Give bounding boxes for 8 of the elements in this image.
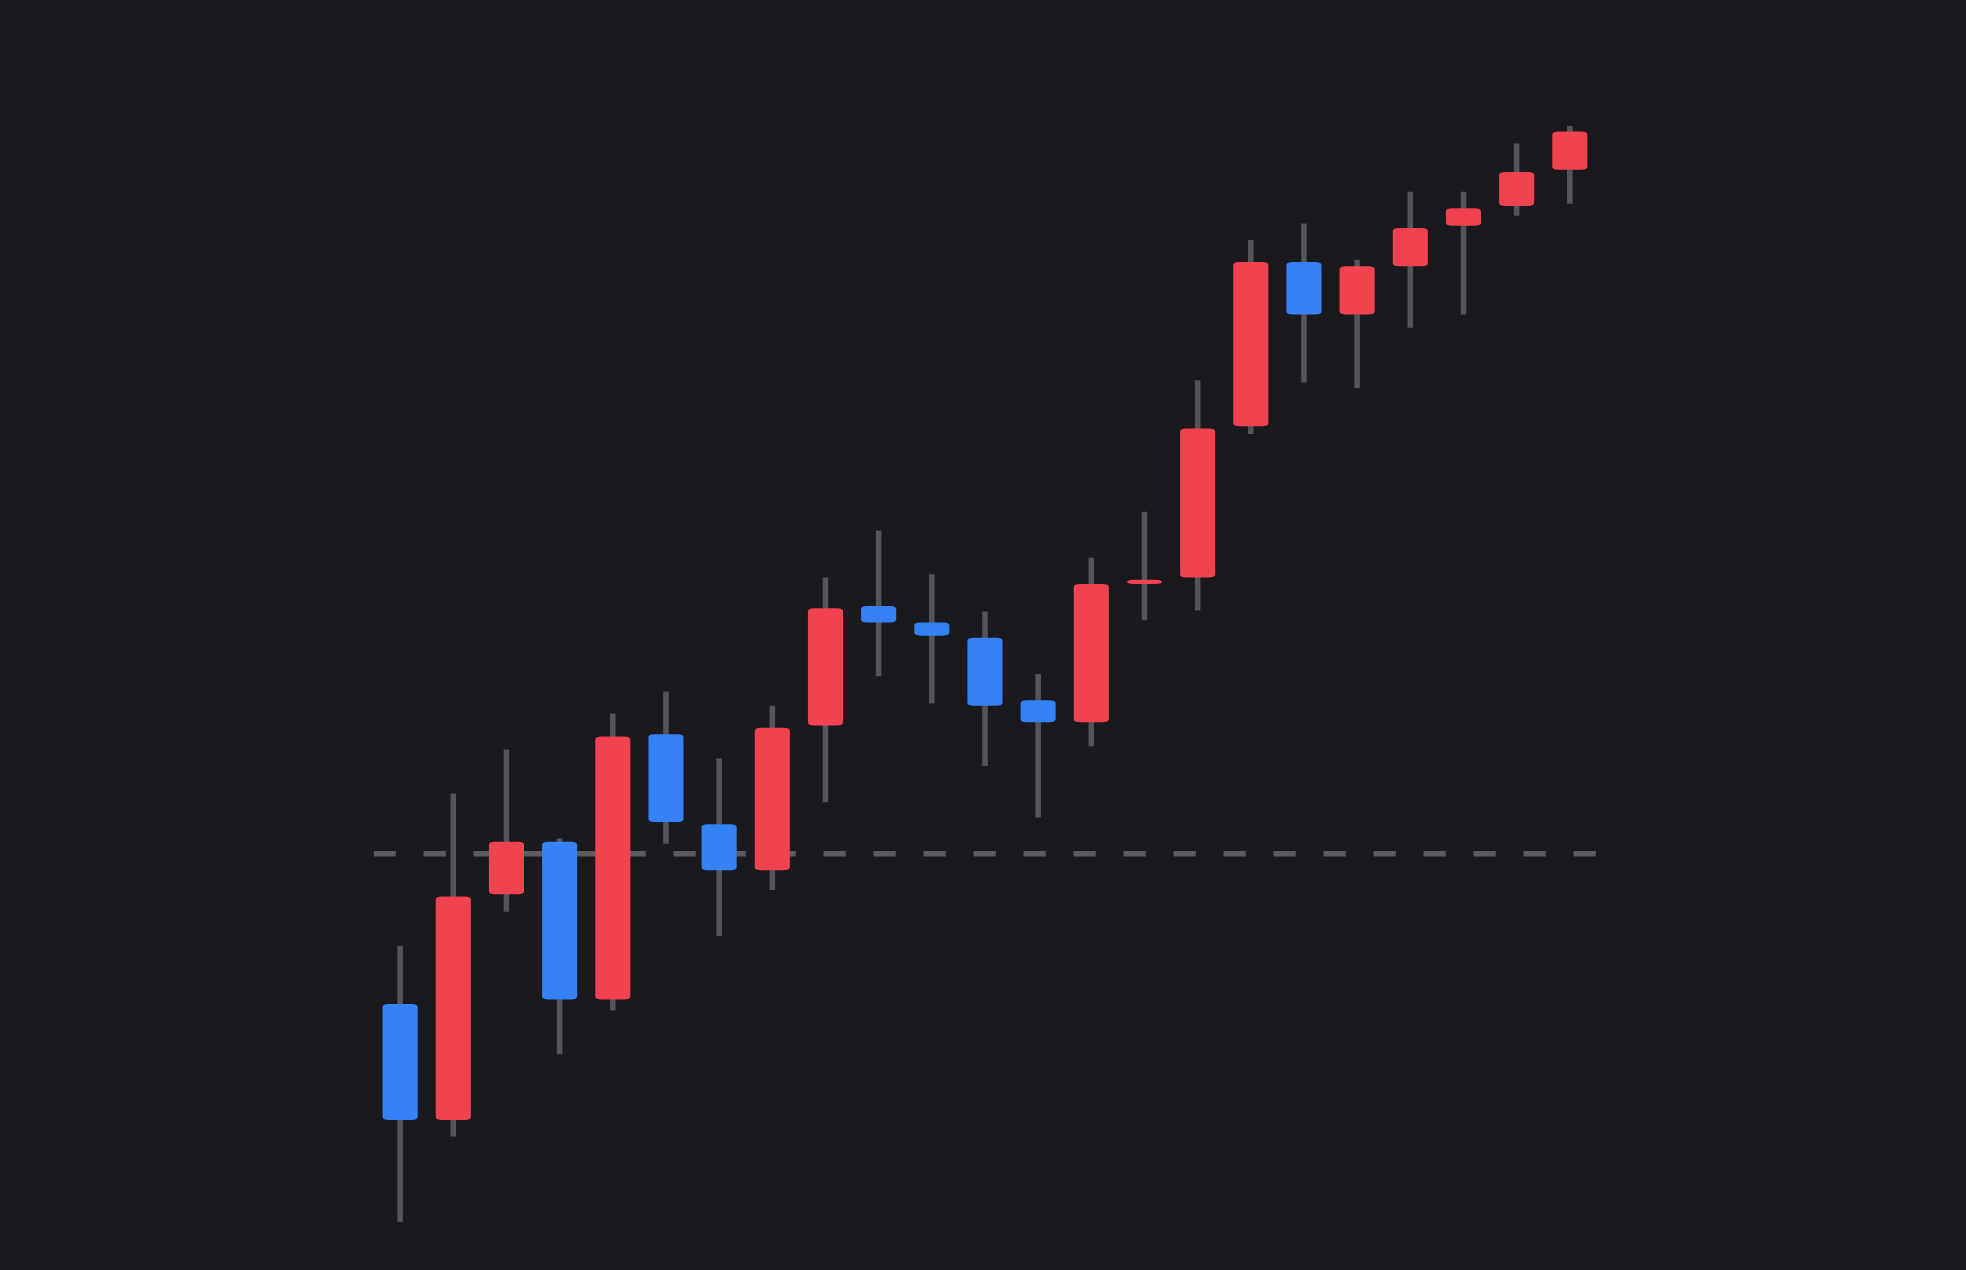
candlestick [1499,140,1535,219]
candlestick [1552,125,1588,207]
candlestick [1126,509,1163,624]
candlestick [1392,188,1428,331]
candlestick [861,527,897,679]
candlestick [914,571,950,707]
candlestick [1445,188,1482,318]
candlestick [1020,671,1056,821]
